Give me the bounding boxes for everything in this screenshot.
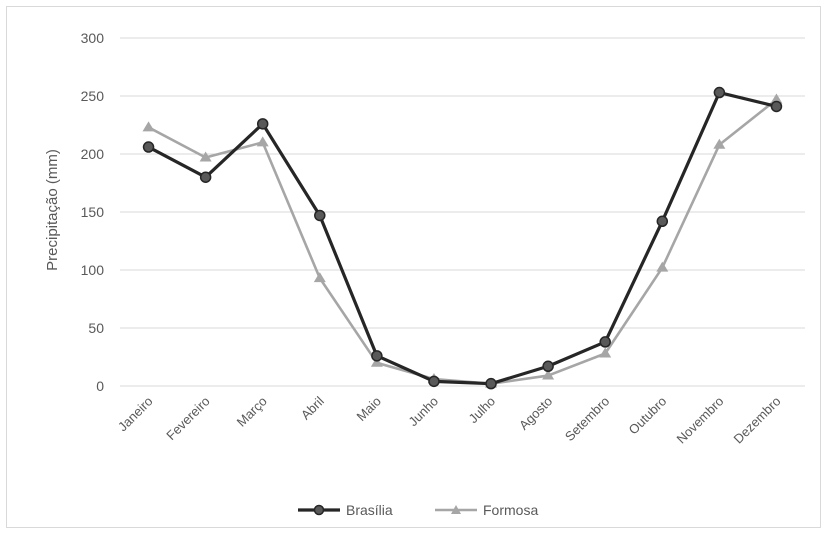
data-point [770,93,783,104]
y-tick-label: 200 [81,146,105,162]
data-point [428,375,440,388]
data-point [142,121,155,132]
data-point [656,261,669,272]
data-point [599,347,612,358]
data-point [256,118,269,130]
series-lines [142,86,783,390]
data-point [713,138,726,149]
y-tick-label: 50 [88,320,104,336]
y-tick-label: 0 [96,378,104,394]
data-point [199,171,212,183]
legend-label: Brasília [346,502,393,518]
data-point [485,377,497,390]
data-point [656,215,669,228]
y-tick-label: 100 [81,262,105,278]
data-point [199,151,212,162]
x-tick-label: Setembro [562,394,612,444]
y-tick-label: 300 [81,30,105,46]
data-point [370,356,383,367]
x-tick-label: Fevereiro [163,394,212,443]
chart-frame [6,6,821,528]
series-dark [142,86,783,390]
x-tick-label: Junho [405,394,441,430]
gridlines [120,37,805,387]
y-axis-label: Precipitação (mm) [44,149,61,271]
data-point [770,100,783,113]
x-tick-label: Outubro [626,394,670,438]
x-tick-label: Julho [466,394,499,427]
series-light [142,93,783,388]
y-axis-tick-labels: 0 50 100 150 200 250 300 [81,30,105,394]
legend-label: Formosa [483,502,538,518]
data-point [142,141,155,153]
data-point [542,369,555,380]
x-axis-tick-labels: Janeiro Fevereiro Março Abril Maio Junho Julho… [115,393,784,446]
x-tick-label: Março [234,394,270,430]
data-point [313,272,326,283]
series-line [147,90,777,386]
legend-entry: Brasília [298,502,393,518]
data-point [371,350,383,362]
legend-marker [451,505,461,514]
data-point [256,136,269,147]
data-point [713,86,726,99]
x-tick-label: Maio [353,394,384,425]
x-tick-label: Abril [298,393,327,422]
data-point [599,336,611,348]
data-point [542,360,554,373]
legend: Brasília Formosa [298,502,538,518]
y-tick-label: 150 [81,204,105,220]
data-point [314,209,326,222]
y-tick-label: 250 [81,88,105,104]
x-tick-label: Janeiro [115,394,156,435]
legend-marker [313,504,325,516]
x-tick-label: Novembro [673,394,726,447]
legend-entry: Formosa [435,502,538,518]
x-tick-label: Dezembro [731,394,784,447]
x-tick-label: Agosto [516,394,555,433]
